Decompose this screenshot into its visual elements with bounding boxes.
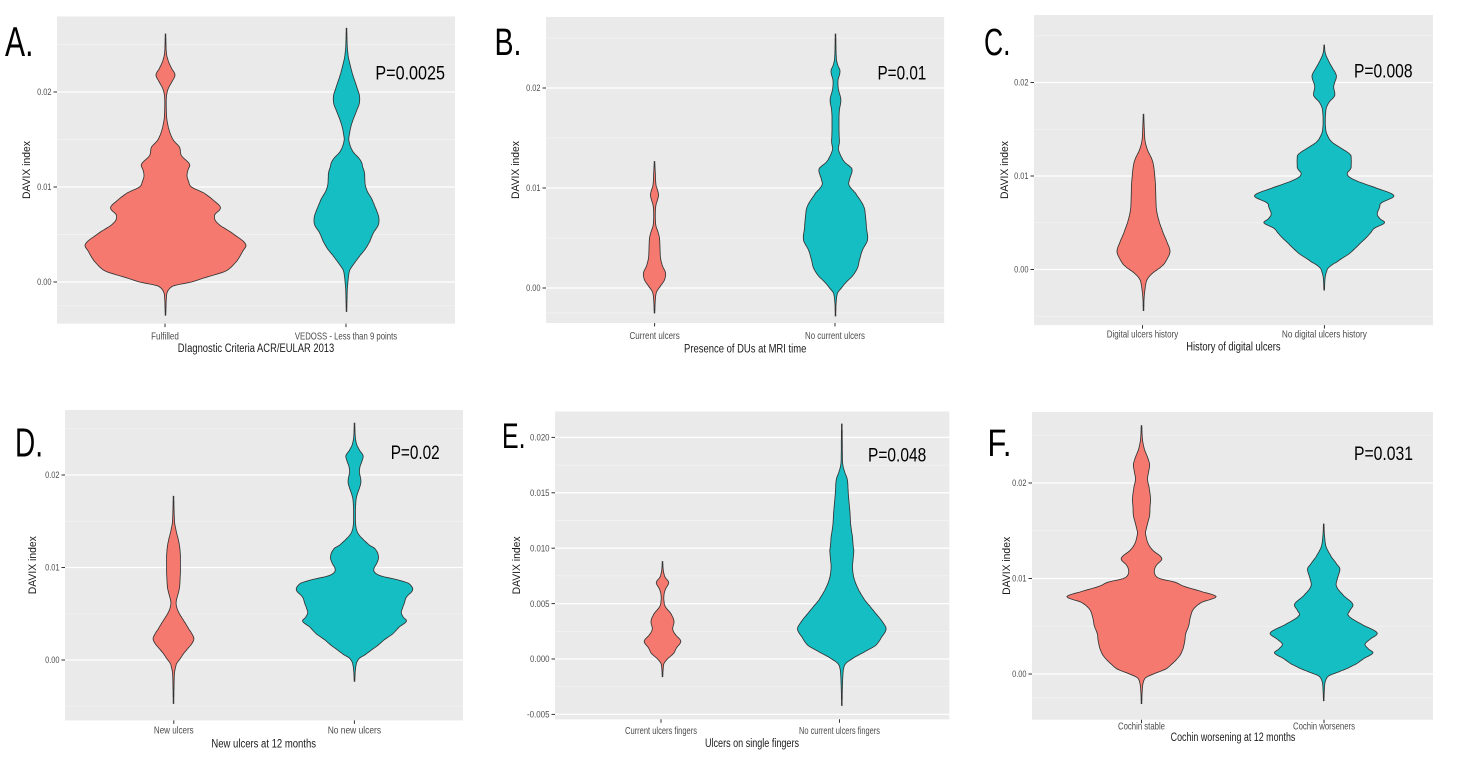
svg-text:0.02: 0.02 (45, 469, 59, 480)
svg-text:B.: B. (495, 22, 522, 64)
svg-text:0.02: 0.02 (1012, 477, 1026, 488)
svg-text:0.00: 0.00 (1012, 668, 1026, 679)
svg-text:0.015: 0.015 (530, 487, 550, 498)
svg-text:P=0.02: P=0.02 (391, 442, 440, 464)
svg-text:P=0.01: P=0.01 (878, 62, 927, 84)
svg-text:0.01: 0.01 (37, 181, 51, 192)
svg-text:DAVIX index: DAVIX index (27, 536, 39, 594)
svg-text:P=0.048: P=0.048 (868, 444, 926, 466)
svg-text:0.00: 0.00 (37, 276, 51, 287)
svg-text:0.01: 0.01 (1014, 170, 1028, 181)
svg-text:No digital ulcers history: No digital ulcers history (1282, 329, 1368, 340)
svg-text:No current ulcers: No current ulcers (805, 331, 865, 342)
svg-text:Cochin worsening at 12 months: Cochin worsening at 12 months (1171, 732, 1296, 744)
svg-text:D.: D. (15, 420, 43, 466)
svg-text:F.: F. (988, 423, 1012, 465)
svg-text:-0.005: -0.005 (527, 709, 550, 720)
svg-text:0.01: 0.01 (45, 562, 59, 573)
svg-text:Current ulcers: Current ulcers (630, 331, 680, 342)
svg-text:DAVIX index: DAVIX index (511, 536, 523, 594)
svg-text:DIagnostic Criteria ACR/EULAR: DIagnostic Criteria ACR/EULAR 2013 (178, 343, 335, 355)
svg-text:Cochin stable: Cochin stable (1118, 722, 1165, 733)
svg-text:New ulcers at 12 months: New ulcers at 12 months (211, 738, 316, 750)
svg-text:DAVIX index: DAVIX index (21, 141, 33, 199)
svg-text:0.020: 0.020 (530, 432, 550, 443)
svg-text:0.00: 0.00 (45, 654, 59, 665)
svg-text:E.: E. (502, 417, 526, 456)
svg-text:0.010: 0.010 (530, 542, 550, 553)
svg-text:No current ulcers fingers: No current ulcers fingers (799, 726, 880, 737)
svg-text:No new ulcers: No new ulcers (328, 726, 381, 737)
svg-text:0.000: 0.000 (530, 653, 550, 664)
svg-text:0.00: 0.00 (526, 282, 540, 293)
svg-text:0.01: 0.01 (526, 182, 540, 193)
svg-text:P=0.008: P=0.008 (1354, 61, 1413, 83)
svg-text:History of digital ulcers: History of digital ulcers (1186, 342, 1281, 354)
svg-text:A.: A. (5, 18, 34, 65)
svg-text:0.01: 0.01 (1012, 573, 1026, 584)
svg-text:Current ulcers fingers: Current ulcers fingers (625, 726, 697, 737)
svg-text:P=0.031: P=0.031 (1354, 443, 1413, 465)
svg-text:DAVIX index: DAVIX index (1001, 536, 1013, 594)
svg-text:Presence of DUs at MRI time: Presence of DUs at MRI time (684, 344, 806, 356)
svg-text:VEDOSS - Less than 9 points: VEDOSS - Less than 9 points (295, 332, 397, 343)
svg-text:Ulcers on single fingers: Ulcers on single fingers (705, 738, 799, 750)
svg-text:0.02: 0.02 (1014, 77, 1028, 88)
svg-text:New ulcers: New ulcers (154, 726, 194, 737)
svg-text:Digital ulcers history: Digital ulcers history (1107, 329, 1179, 340)
svg-text:0.005: 0.005 (530, 598, 550, 609)
svg-text:P=0.0025: P=0.0025 (375, 62, 445, 84)
svg-text:0.00: 0.00 (1014, 264, 1028, 275)
svg-text:Cochin worseners: Cochin worseners (1293, 722, 1355, 733)
svg-text:0.02: 0.02 (526, 82, 540, 93)
svg-text:DAVIX index: DAVIX index (999, 141, 1011, 199)
svg-text:C.: C. (984, 22, 1011, 64)
svg-text:Fulfilled: Fulfilled (151, 332, 179, 343)
svg-text:0.02: 0.02 (37, 86, 51, 97)
svg-text:DAVIX index: DAVIX index (510, 141, 522, 199)
